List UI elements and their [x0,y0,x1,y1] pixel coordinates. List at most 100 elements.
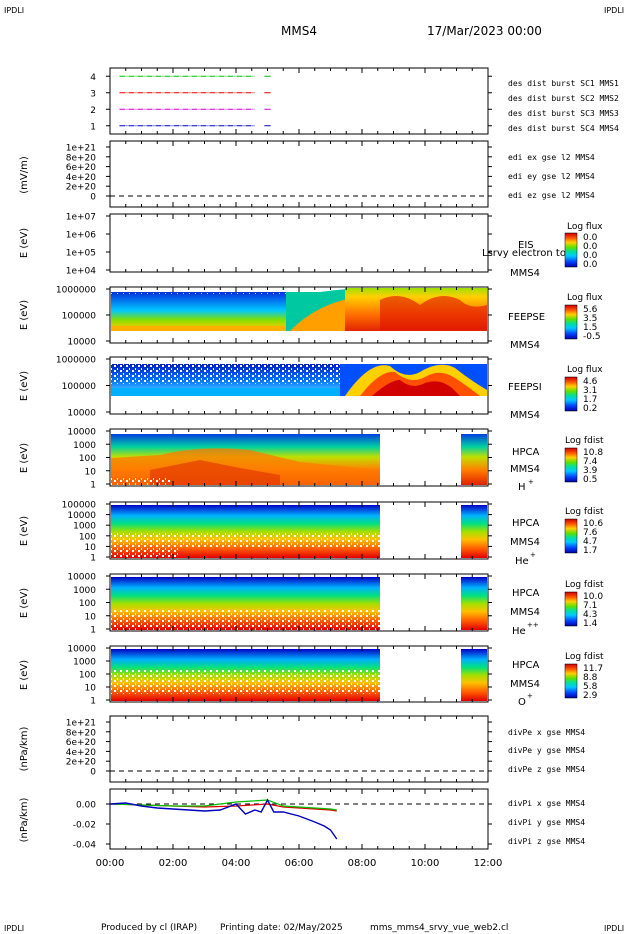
colorbar-tick-label: 3.9 [583,466,598,476]
legend-entry: divPe y gse MMS4 [508,746,585,755]
y-axis-label: E (eV) [19,588,30,618]
y-tick-label: 100 [79,599,96,609]
instrument-label: EIS [518,240,534,251]
y-tick-label: -0.04 [73,841,97,851]
species-label: O [518,697,526,708]
y-tick-label: 0 [90,768,96,778]
instrument-label: HPCA [512,518,540,529]
legend-entry: edi ex gse l2 MMS4 [508,153,595,162]
y-tick-label: 2e+20 [66,758,97,768]
instrument-label: FEEPSE [508,312,545,323]
y-axis-label: E (eV) [19,228,30,258]
colorbar [564,447,578,483]
y-axis-label: (mV/m) [19,156,30,194]
y-tick-label: 100 [79,532,96,542]
y-tick-label: 8e+20 [66,728,97,738]
instrument-label: HPCA [512,660,540,671]
species-label: H [518,482,526,493]
x-tick-label: 12:00 [474,858,503,869]
y-tick-label: 4e+20 [66,748,97,758]
y-tick-label: 10 [85,612,97,622]
species-charge: + [530,551,536,559]
colorbar-title: Log fdist [565,436,604,446]
colorbar-tick-label: 7.6 [583,528,598,538]
y-axis-label: E (eV) [19,371,30,401]
y-tick-label: 2 [90,106,96,116]
y-tick-label: 6e+20 [66,163,97,173]
y-tick-label: 0 [90,193,96,203]
panel-hpca-h: E (eV) HPCA MMS4 H + Log fdist 1 10 100 100… [19,428,604,494]
y-tick-label: -0.02 [73,821,96,831]
y-tick-label: 1 [90,626,96,636]
colorbar-tick-label: 0.0 [583,251,598,261]
x-tick-label: 04:00 [222,858,251,869]
colorbar-tick-label: 1.4 [583,619,598,629]
y-axis-label: (nPa/km) [19,798,30,843]
colorbar-tick-label: 0.5 [583,475,597,485]
colorbar-tick-label: 1.7 [583,395,597,405]
y-tick-label: 100000 [62,501,97,511]
y-tick-label: 1000 [73,522,96,532]
species-charge: ++ [527,621,539,629]
series-line-z [109,798,338,840]
sc-label: MMS4 [510,410,540,421]
y-tick-label: 0.00 [76,801,96,811]
colorbar [564,591,578,627]
time-axis: 00:00 02:00 04:00 06:00 08:00 10:00 12:00 [96,858,503,869]
colorbar-tick-label: 4.7 [583,537,597,547]
y-tick-label: 1000000 [56,286,96,296]
y-tick-label: 8e+20 [66,153,97,163]
instrument-label: HPCA [512,447,540,458]
y-tick-label: 100 [79,454,96,464]
species-charge: + [528,478,534,486]
sc-label: MMS4 [510,537,540,548]
colorbar-tick-label: 1.5 [583,323,597,333]
instrument-label: FEEPSI [508,382,542,393]
x-tick-label: 02:00 [159,858,188,869]
legend-entry: des dist burst SC3 MMS3 [508,109,619,118]
y-tick-label: 100000 [62,312,97,322]
legend-entry: divPi y gse MMS4 [508,818,585,827]
colorbar-tick-label: 2.9 [583,691,598,701]
y-tick-label: 10 [85,543,97,553]
y-tick-label: 10000 [67,338,96,348]
corner-label: IPDLI [4,924,24,933]
panel-eis: E (eV) EIS Lsrvy electron to MMS4 Log fl… [19,213,603,280]
legend-entry: divPi x gse MMS4 [508,799,585,808]
y-tick-label: 4 [90,73,96,83]
instrument-label: HPCA [512,588,540,599]
y-axis-label: (nPa/km) [19,727,30,772]
overlay-label: Lsrvy electron to [482,248,566,259]
species-label: He [512,626,526,637]
x-tick-label: 10:00 [411,858,440,869]
y-tick-label: 3 [90,89,96,99]
colorbar-tick-label: 0.0 [583,233,598,243]
legend-entry: divPe z gse MMS4 [508,765,585,774]
panel-divpe: divPe x gse MMS4 divPe y gse MMS4 divPe … [19,715,585,783]
spectrogram-band [111,292,286,329]
colorbar [564,232,578,268]
legend-entry: divPi z gse MMS4 [508,837,585,846]
colorbar-title: Log flux [567,222,603,232]
panel-burst: 1 2 3 4 des dist burst SC1 MMS1 des dist bu… [90,67,619,135]
panel-hpca-he: E (eV) HPCA MMS4 He + Log fdist 11010010… [19,501,604,568]
y-tick-label: 10 [85,467,97,477]
y-tick-label: 1e+05 [66,249,96,259]
colorbar-title: Log flux [567,293,603,303]
colorbar-tick-label: 11.7 [583,664,603,674]
x-tick-label: 06:00 [285,858,314,869]
legend-entry: des dist burst SC2 MMS2 [508,94,619,103]
colorbar-title: Log flux [567,365,603,375]
colorbar-tick-label: 0.0 [583,260,598,270]
y-tick-label: 10000 [67,511,96,521]
y-axis-label: E (eV) [19,660,30,690]
legend-entry: divPe x gse MMS4 [508,728,585,737]
spectrogram-band [461,505,487,558]
colorbar-tick-label: -0.5 [583,332,601,342]
corner-label: IPDLI [604,924,624,933]
sc-label: MMS4 [510,607,540,618]
x-tick-label: 00:00 [96,858,125,869]
panel-hpca-hepp: E (eV) HPCA MMS4 He ++ Log fdist 1 10 100 1… [19,573,604,638]
sc-label: MMS4 [510,340,540,351]
colorbar-tick-label: 3.5 [583,314,597,324]
